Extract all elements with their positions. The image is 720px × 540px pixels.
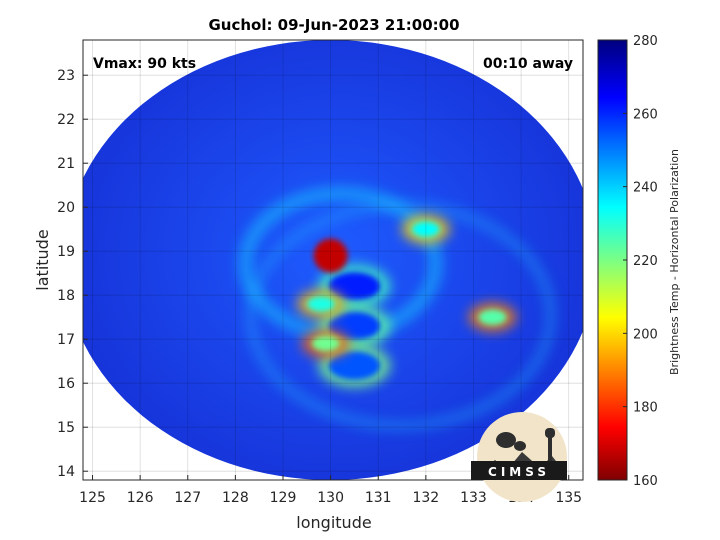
colorbar-tick-label: 240 (633, 181, 658, 196)
y-tick-label: 15 (57, 420, 75, 436)
convective-cell (478, 309, 507, 325)
colorbar-tick-label: 180 (633, 401, 658, 416)
x-tick-label: 135 (555, 490, 582, 506)
y-tick-label: 20 (57, 200, 75, 216)
outer-band (245, 200, 556, 431)
colorbar-ticks: 160 180 200 220 240 260 280 (623, 34, 658, 489)
y-tick-label: 21 (57, 156, 75, 172)
map-axes: 125126127128129130131132133134135 141516… (57, 39, 584, 506)
colorbar-tick-label: 280 (633, 34, 658, 49)
microwave-swath (83, 40, 583, 480)
axes-frame (82, 39, 584, 481)
cimss-logo: CIMSS (471, 412, 567, 502)
x-tick-label: 127 (174, 490, 201, 506)
cimss-logo-text: CIMSS (488, 465, 550, 479)
x-tick-label: 133 (460, 490, 487, 506)
colorbar: 160 180 200 220 240 260 280 Brightness Temp - … (597, 34, 681, 489)
gridlines (83, 40, 583, 480)
x-tick-label: 125 (79, 490, 106, 506)
y-axis-ticks: 14 15 16 17 18 19 20 21 22 23 (57, 68, 88, 480)
plot-title: Guchol: 09-Jun-2023 21:00:00 (208, 16, 459, 34)
colorbar-tick-label: 220 (633, 254, 658, 269)
convective-cell (328, 351, 381, 380)
x-axis-label: longitude (296, 513, 371, 532)
storm-eye (313, 238, 348, 273)
x-tick-label: 128 (222, 490, 249, 506)
x-axis-ticks: 125126127128129130131132133134135 (79, 475, 582, 506)
y-axis-label: latitude (33, 229, 52, 290)
y-tick-label: 17 (57, 332, 75, 348)
time-away-label: 00:10 away (483, 56, 573, 72)
y-tick-label: 14 (57, 464, 75, 480)
convective-cell (307, 296, 336, 312)
y-tick-label: 23 (57, 68, 75, 84)
colorbar-ramp (597, 39, 628, 481)
x-tick-label: 131 (365, 490, 392, 506)
colorbar-tick-label: 160 (633, 474, 658, 489)
y-tick-label: 18 (57, 288, 75, 304)
colorbar-tick-label: 200 (633, 327, 658, 342)
x-tick-label: 132 (412, 490, 439, 506)
x-tick-label: 126 (127, 490, 154, 506)
convective-cell (411, 221, 440, 237)
convective-cell (311, 335, 340, 352)
y-tick-label: 22 (57, 112, 75, 128)
colorbar-tick-label: 260 (633, 107, 658, 122)
y-tick-label: 16 (57, 376, 75, 392)
x-tick-label: 129 (270, 490, 297, 506)
convective-features (238, 186, 556, 431)
convective-cell (328, 272, 381, 301)
vmax-label: Vmax: 90 kts (93, 56, 196, 72)
colorbar-label: Brightness Temp - Horizontal Polarizatio… (668, 149, 681, 375)
x-tick-label: 130 (317, 490, 344, 506)
y-tick-label: 19 (57, 244, 75, 260)
